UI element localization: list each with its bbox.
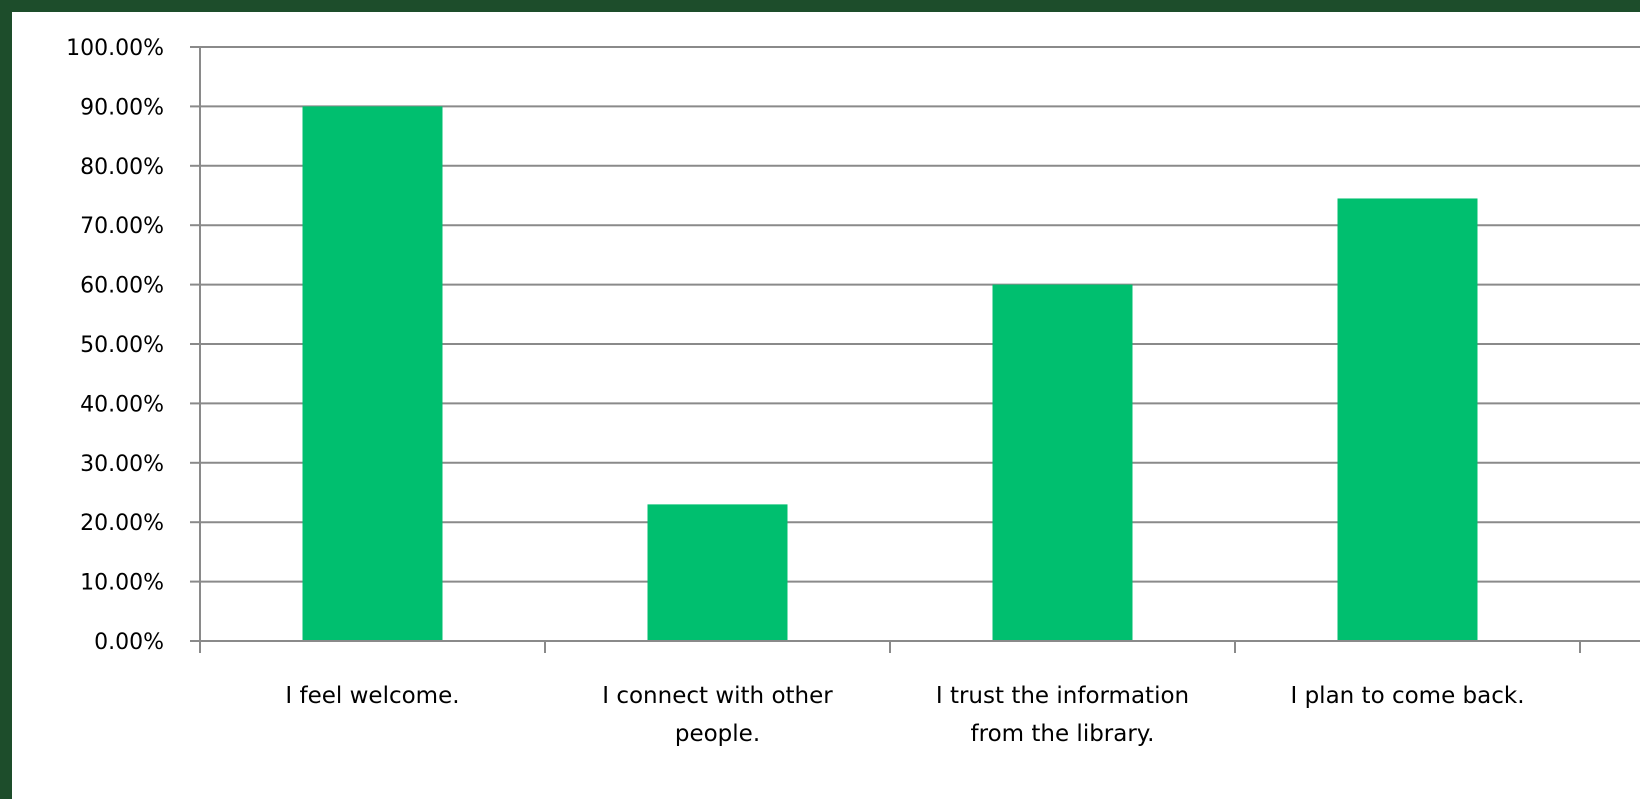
bar xyxy=(302,106,443,641)
x-tick-label: from the library. xyxy=(971,721,1155,747)
bar-chart: 0.00% 10.00% 20.00% 30.00% 40.00% 50.00% 60.00… xyxy=(66,36,1640,747)
y-tick-label: 10.00% xyxy=(80,571,164,596)
x-tick-labels: I feel welcome. I connect with other peopl… xyxy=(285,683,1524,747)
y-tick-labels: 0.00% 10.00% 20.00% 30.00% 40.00% 50.00% 60.00… xyxy=(66,36,164,655)
y-tick-label: 20.00% xyxy=(80,511,164,536)
y-tick-label: 70.00% xyxy=(80,214,164,239)
x-tick-label: people. xyxy=(675,721,760,747)
y-tick-label: 100.00% xyxy=(66,36,164,61)
y-tick-label: 60.00% xyxy=(80,274,164,299)
axes xyxy=(190,46,1640,653)
chart-frame: 0.00% 10.00% 20.00% 30.00% 40.00% 50.00% 60.00… xyxy=(12,12,1640,799)
bar xyxy=(992,284,1133,641)
y-tick-label: 30.00% xyxy=(80,452,164,477)
x-tick-label: I feel welcome. xyxy=(285,683,459,709)
y-tick-label: 40.00% xyxy=(80,392,164,417)
y-tick-label: 90.00% xyxy=(80,95,164,120)
x-tick-label: I trust the information xyxy=(936,683,1189,709)
bar xyxy=(647,504,788,641)
x-tick-label: I connect with other xyxy=(602,683,833,709)
x-tick-label: I plan to come back. xyxy=(1290,683,1524,709)
y-tick-label: 0.00% xyxy=(94,630,164,655)
y-tick-label: 80.00% xyxy=(80,155,164,180)
bars xyxy=(302,106,1478,641)
bar xyxy=(1337,198,1478,641)
y-tick-label: 50.00% xyxy=(80,333,164,358)
